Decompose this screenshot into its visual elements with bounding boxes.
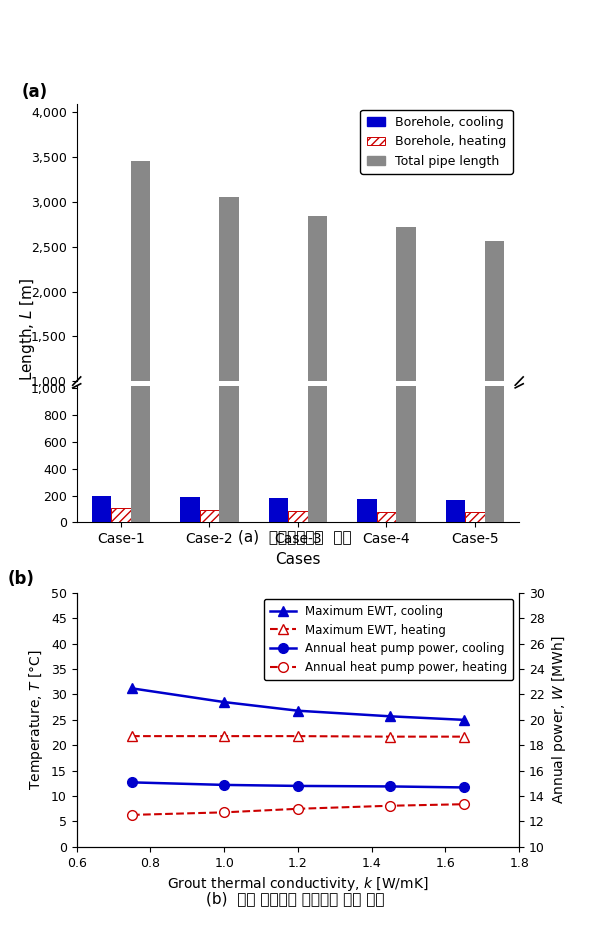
Text: (b): (b) (8, 569, 35, 588)
Bar (396, 227, 416, 470)
Bar (465, 464, 485, 470)
Bar (219, 197, 238, 470)
X-axis label: Grout thermal conductivity, $k$ [W/mK]: Grout thermal conductivity, $k$ [W/mK] (167, 875, 429, 893)
Text: (b)  지중 순환수와 히트펜프 소비 전력: (b) 지중 순환수와 히트펜프 소비 전력 (206, 891, 384, 906)
Y-axis label: Temperature, $T$ [°C]: Temperature, $T$ [°C] (27, 649, 45, 790)
Bar (465, 512, 485, 522)
Bar (377, 464, 396, 470)
Bar (377, 512, 396, 522)
Bar (396, 158, 416, 522)
Bar (446, 455, 466, 470)
Bar (219, 113, 238, 522)
Bar (289, 511, 308, 522)
Legend: Borehole, cooling, Borehole, heating, Total pipe length: Borehole, cooling, Borehole, heating, To… (360, 110, 513, 174)
Bar (308, 142, 327, 522)
Bar (269, 455, 289, 470)
Bar (199, 462, 219, 470)
Bar (112, 461, 131, 470)
Bar (269, 498, 289, 522)
Legend: Maximum EWT, cooling, Maximum EWT, heating, Annual heat pump power, cooling, Ann: Maximum EWT, cooling, Maximum EWT, heati… (264, 598, 513, 680)
Bar (199, 509, 219, 522)
Bar (289, 463, 308, 470)
Bar (131, 161, 150, 470)
Y-axis label: Annual power, $W$ [MWh]: Annual power, $W$ [MWh] (550, 635, 568, 805)
Bar (358, 499, 377, 522)
Bar (181, 454, 199, 470)
Bar (92, 496, 111, 522)
Bar (485, 242, 504, 470)
Bar (92, 453, 111, 470)
Bar (181, 497, 199, 522)
Bar (131, 59, 150, 522)
Text: (a): (a) (21, 83, 48, 101)
Bar (446, 501, 466, 522)
X-axis label: Cases: Cases (275, 551, 321, 566)
Bar (485, 180, 504, 522)
Text: (a)  지중열교환기  길이: (a) 지중열교환기 길이 (238, 529, 352, 544)
Text: Length, $L$ [m]: Length, $L$ [m] (18, 278, 37, 381)
Bar (308, 216, 327, 470)
Bar (358, 455, 377, 470)
Bar (112, 508, 131, 522)
